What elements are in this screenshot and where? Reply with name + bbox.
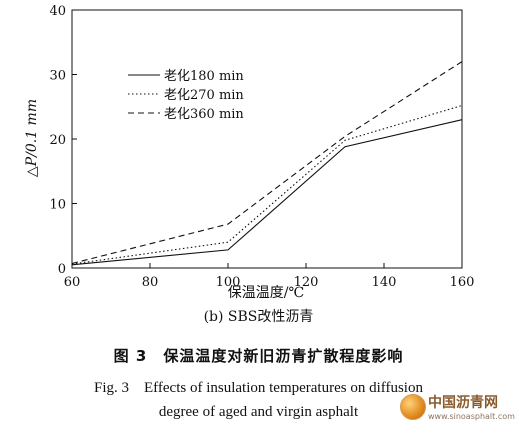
watermark-name: 中国沥青网: [428, 395, 498, 411]
legend: 老化180 min 老化270 min 老化360 min: [128, 69, 244, 122]
x-tick-label-160: 160: [450, 275, 475, 290]
legend-label-3: 老化360 min: [164, 107, 244, 122]
figure-caption-english-line1: Fig. 3 Effects of insulation temperature…: [94, 380, 423, 396]
figure-caption-english-line2: degree of aged and virgin asphalt: [158, 404, 359, 420]
x-axis-title: 保温温度/℃: [228, 285, 304, 300]
y-tick-label-10: 10: [49, 198, 66, 213]
x-tick-label-140: 140: [372, 275, 397, 290]
legend-label-1: 老化180 min: [164, 69, 244, 84]
series-line-1: [71, 119, 463, 266]
line-chart: 60 80 100 120 140 160 0 10 20 30 40 老化180 min 老化270…: [24, 4, 474, 300]
x-tick-label-60: 60: [64, 275, 81, 290]
series-layer: [71, 61, 463, 266]
y-tick-label-20: 20: [49, 133, 66, 148]
x-tick-label-120: 120: [294, 275, 319, 290]
y-tick-label-30: 30: [49, 69, 66, 84]
x-tick-label-100: 100: [216, 275, 241, 290]
series-line-2: [71, 104, 463, 265]
figure-caption-chinese: 图 3 保温温度对新旧沥青扩散程度影响: [113, 347, 404, 365]
watermark-url: www.sinoasphalt.com: [428, 412, 515, 421]
axes: 60 80 100 120 140 160 0 10 20 30 40: [49, 4, 474, 290]
plot-frame: [71, 9, 463, 269]
x-tick-label-80: 80: [142, 275, 159, 290]
sinoasphalt-logo-icon: [400, 394, 426, 420]
y-tick-label-40: 40: [49, 4, 66, 19]
watermark: 中国沥青网 www.sinoasphalt.com: [398, 390, 515, 430]
legend-label-2: 老化270 min: [164, 88, 244, 103]
y-axis-title: △P/0.1 mm: [24, 99, 40, 177]
subfigure-caption: (b) SBS改性沥青: [203, 309, 314, 325]
series-line-3: [71, 61, 463, 265]
y-tick-label-0: 0: [58, 262, 66, 277]
